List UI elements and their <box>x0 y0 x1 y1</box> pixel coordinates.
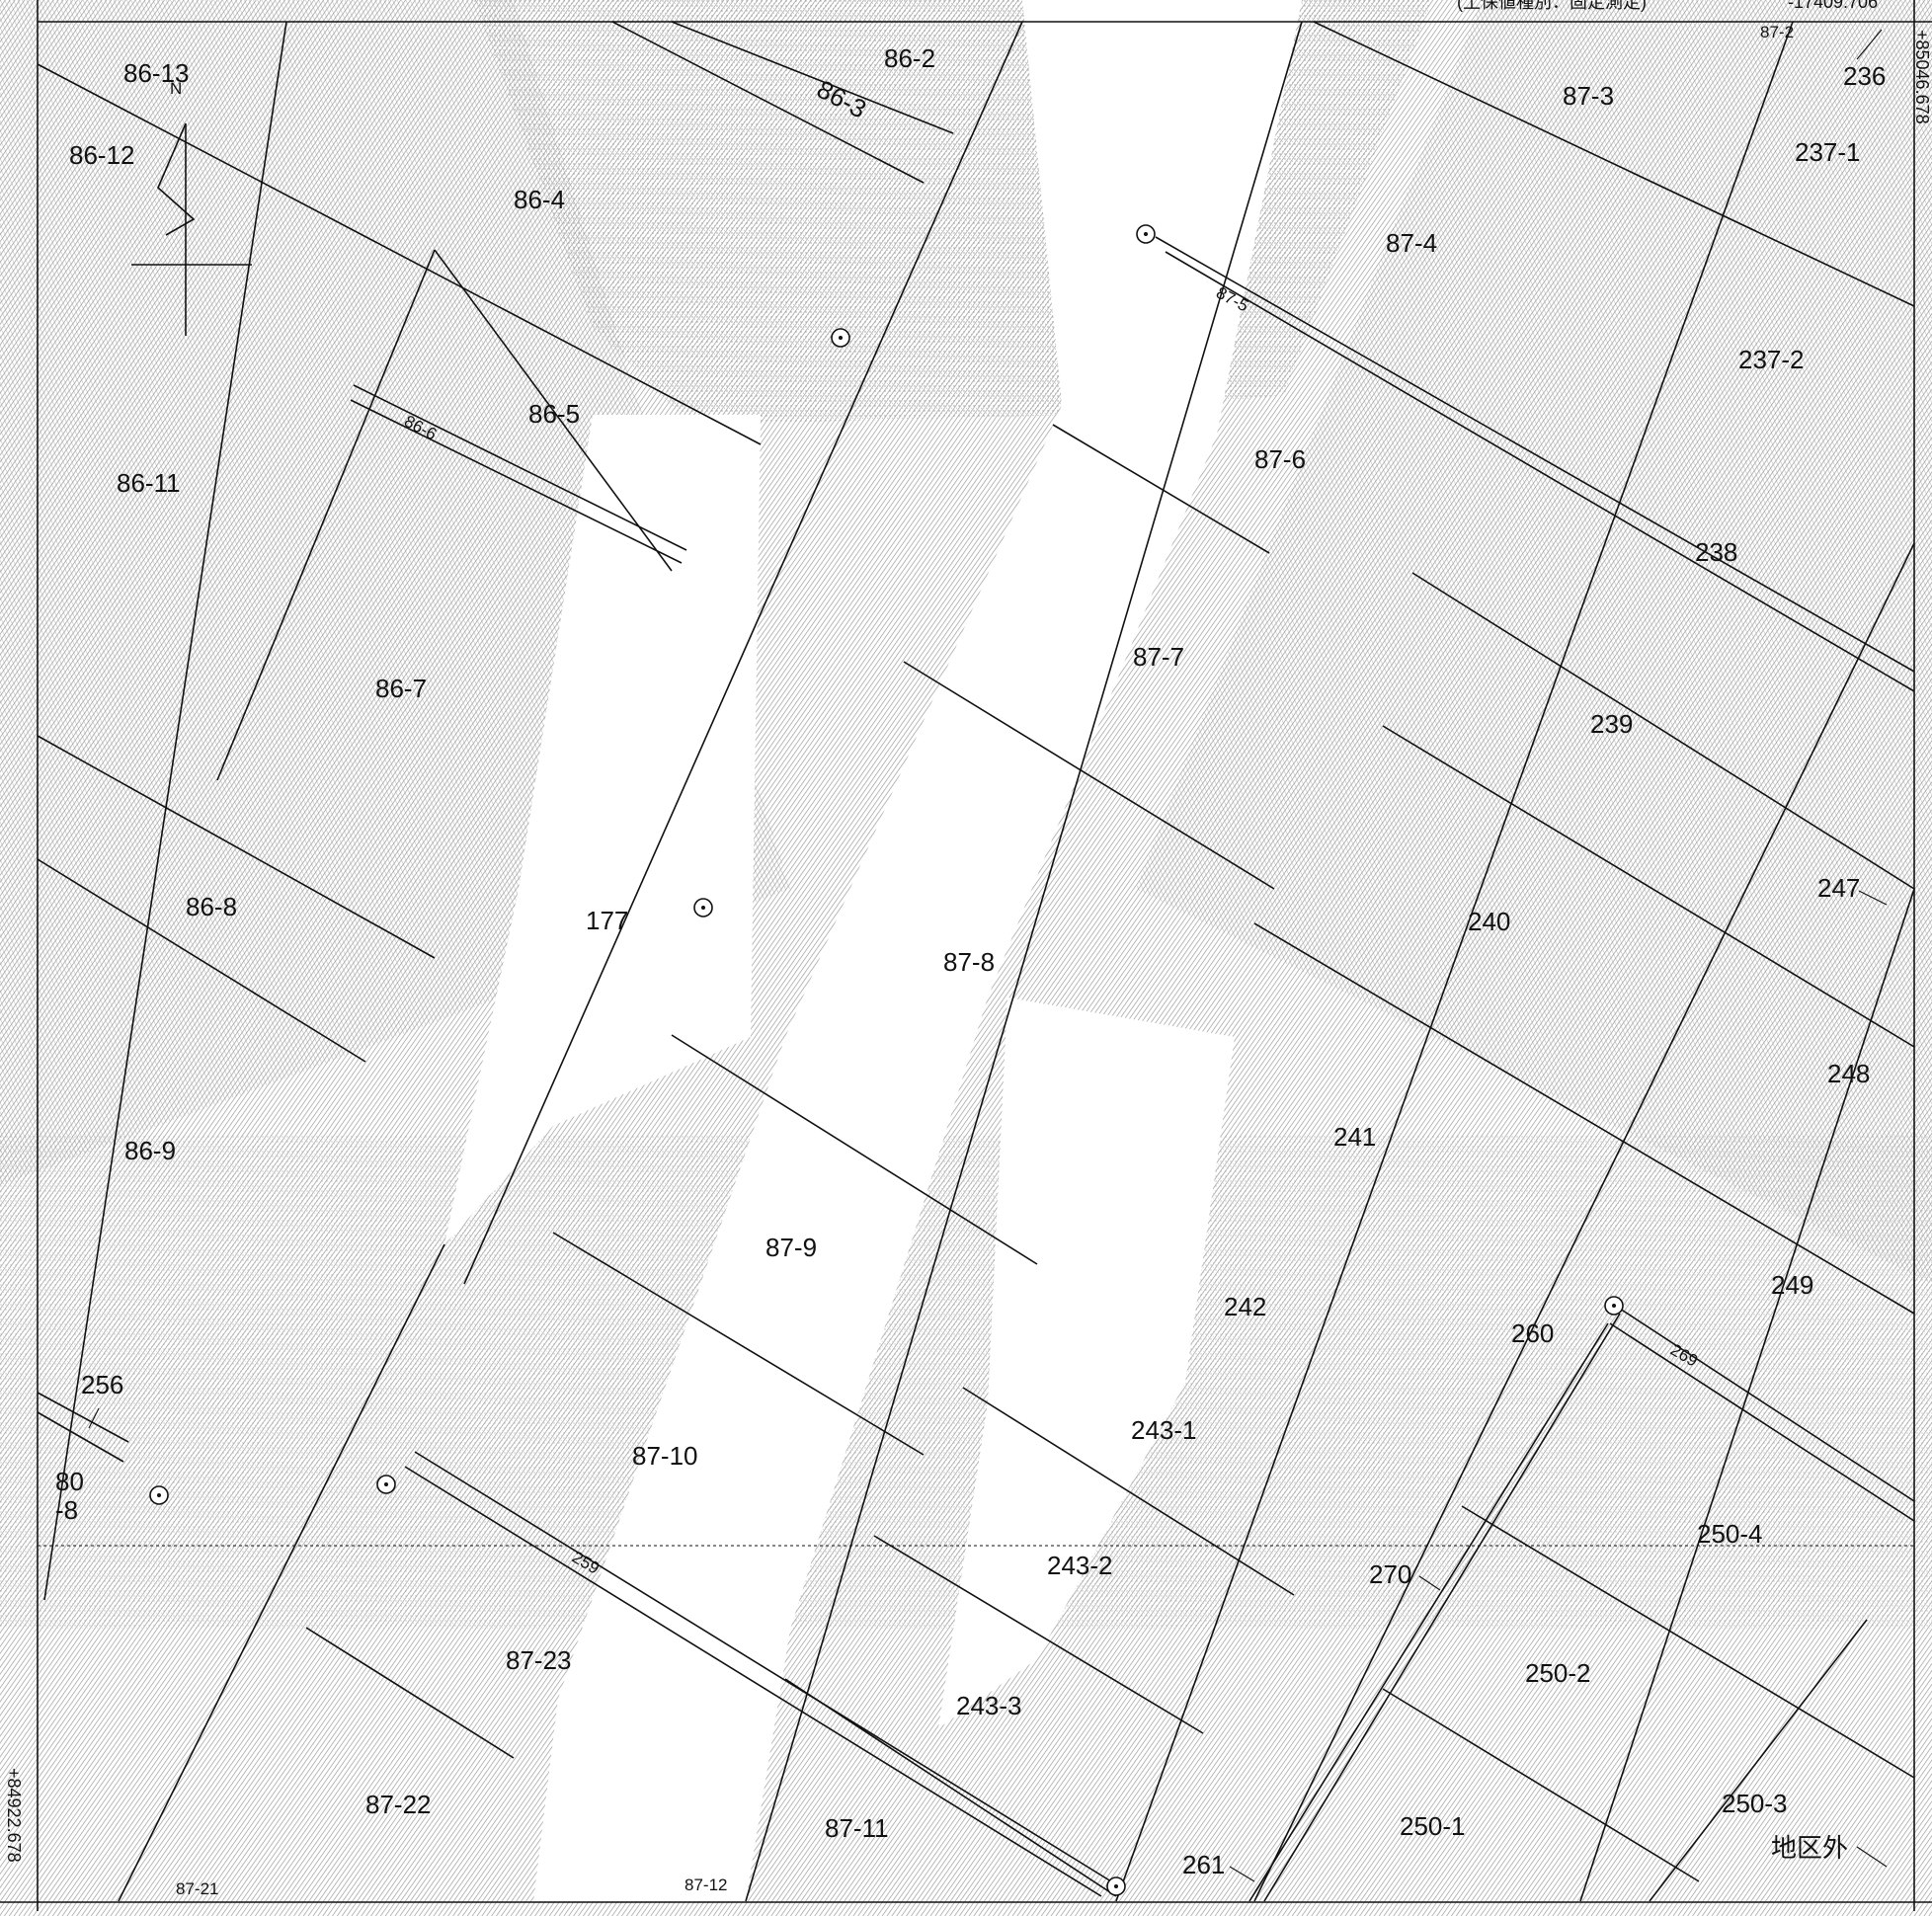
survey-point-marker <box>1106 1876 1126 1896</box>
parcel-label: 247 <box>1817 873 1860 903</box>
parcel-label: 237-1 <box>1795 137 1861 167</box>
north-label: N <box>170 79 182 98</box>
parcel-label: 87-21 <box>176 1879 218 1898</box>
parcel-label: 86-12 <box>69 140 135 170</box>
leader-arrows <box>88 29 1888 1882</box>
parcel-label: 241 <box>1333 1122 1376 1152</box>
parcel-labels: 86-13 86-12 86-2 86-3 86-4 86-5 86-6 86-… <box>55 23 1886 1898</box>
parcel-label: 87-8 <box>943 947 995 977</box>
parcel-label: 256 <box>81 1370 123 1399</box>
parcel-label: 87-6 <box>1254 444 1306 474</box>
parcel-label: 236 <box>1843 61 1886 91</box>
survey-point-marker <box>831 328 850 348</box>
parcel-label: 249 <box>1771 1270 1813 1300</box>
coord-right-label: +85046.678 <box>1912 30 1932 124</box>
parcel-label: 87-4 <box>1386 228 1437 258</box>
parcel-label: 87-2 <box>1760 23 1794 41</box>
parcel-label: 260 <box>1511 1318 1554 1348</box>
parcel-label: 86-4 <box>514 185 565 214</box>
header-value-text: -17409.706 <box>1788 0 1878 12</box>
parcel-label: 250-2 <box>1525 1658 1591 1688</box>
parcel-label: 86-11 <box>117 468 181 498</box>
parcel-label: 177 <box>586 906 628 935</box>
parcel-label: 86-8 <box>186 892 237 921</box>
parcel-label: 87-10 <box>632 1441 698 1471</box>
parcel-label: 87-11 <box>825 1813 889 1843</box>
parcel-label: 243-1 <box>1131 1415 1197 1445</box>
parcel-label: 239 <box>1590 709 1633 739</box>
survey-point-marker <box>376 1475 396 1494</box>
parcel-label: 248 <box>1827 1059 1870 1088</box>
parcel-label: 86-7 <box>375 674 427 703</box>
parcel-label: 250-1 <box>1400 1811 1466 1841</box>
parcel-label: 242 <box>1224 1292 1266 1321</box>
parcel-label: 270 <box>1369 1559 1411 1589</box>
parcel-label: 87-22 <box>365 1790 432 1819</box>
parcel-label: 240 <box>1468 907 1510 936</box>
parcel-label: 237-2 <box>1738 345 1805 374</box>
survey-points <box>149 224 1624 1896</box>
parcel-label: 86-5 <box>528 399 580 429</box>
parcel-label: 243-3 <box>956 1691 1022 1720</box>
parcel-label: 86-2 <box>884 43 935 73</box>
north-arrow-icon: N <box>131 79 252 336</box>
parcel-label: 87-12 <box>684 1876 727 1894</box>
parcel-label: 86-13 <box>123 58 190 88</box>
parcel-label: 243-2 <box>1047 1551 1113 1580</box>
survey-point-marker <box>1604 1296 1624 1316</box>
parcel-label: 250-3 <box>1722 1789 1788 1818</box>
parcel-label: 80 <box>55 1467 84 1496</box>
parcel-label: 87-7 <box>1133 642 1184 672</box>
survey-point-marker <box>693 898 713 918</box>
parcel-label: 87-9 <box>765 1233 817 1262</box>
coord-left-label: +84922.678 <box>4 1768 24 1863</box>
parcel-label: 250-4 <box>1697 1519 1763 1549</box>
parcel-label: 261 <box>1182 1850 1225 1879</box>
parcel-label: -8 <box>55 1495 78 1525</box>
survey-point-marker <box>149 1485 169 1505</box>
parcel-label: 87-3 <box>1563 81 1614 111</box>
outside-area-label: 地区外 <box>1771 1833 1848 1863</box>
header-partial-text: (土保値種別：固定測定) <box>1457 0 1647 12</box>
parcel-label: 238 <box>1695 537 1737 567</box>
parcel-boundaries <box>37 21 1915 1902</box>
parcel-label: 86-9 <box>124 1136 176 1165</box>
parcel-label: 87-23 <box>506 1645 572 1675</box>
survey-point-marker <box>1136 224 1156 244</box>
